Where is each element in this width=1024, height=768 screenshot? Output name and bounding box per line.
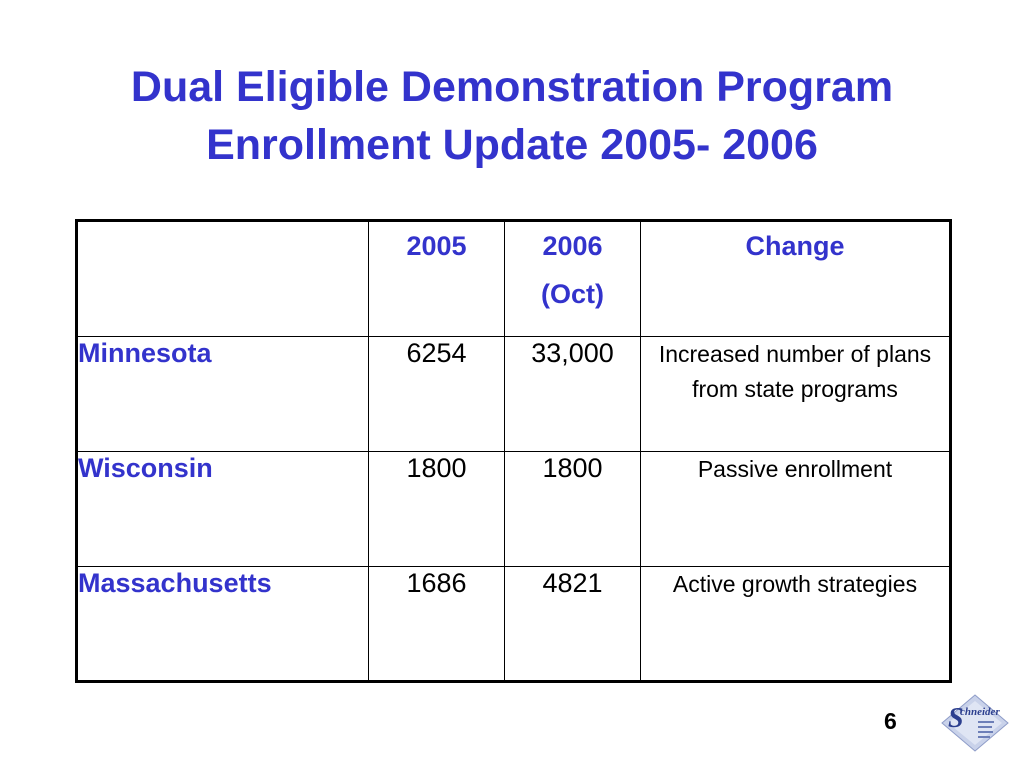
row-label: Massachusetts (76, 566, 369, 682)
enrollment-table: 2005 2006 (Oct) Change Minnesota 6254 33… (75, 219, 952, 683)
value-2005: 6254 (368, 336, 505, 452)
row-label: Wisconsin (76, 451, 369, 567)
table-row: Massachusetts 1686 4821 Active growth st… (76, 566, 951, 682)
value-2006: 33,000 (504, 336, 641, 452)
table-header-row: 2005 2006 (Oct) Change (76, 220, 951, 337)
logo-initial: S (948, 703, 964, 734)
logo-text: chneider (960, 706, 1000, 718)
row-label: Minnesota (76, 336, 369, 452)
change-note: Increased number of plans from state pro… (640, 336, 951, 452)
page-number: 6 (884, 708, 897, 734)
value-2006: 4821 (504, 566, 641, 682)
header-cell-empty (76, 220, 369, 337)
header-cell-2005: 2005 (368, 220, 505, 337)
schneider-institute-logo-icon: S chneider (941, 694, 1009, 752)
table-row: Minnesota 6254 33,000 Increased number o… (76, 336, 951, 452)
slide-title-line-1: Dual Eligible Demonstration Program (130, 63, 894, 111)
header-cell-change: Change (640, 220, 951, 337)
slide-title-line-2: Enrollment Update 2005- 2006 (206, 121, 818, 169)
slide-title: Dual Eligible Demonstration Program Enro… (0, 58, 1024, 174)
header-cell-2006-oct: 2006 (Oct) (504, 220, 641, 337)
value-2005: 1686 (368, 566, 505, 682)
table-row: Wisconsin 1800 1800 Passive enrollment (76, 451, 951, 567)
value-2005: 1800 (368, 451, 505, 567)
value-2006: 1800 (504, 451, 641, 567)
change-note: Active growth strategies (640, 566, 951, 682)
change-note: Passive enrollment (640, 451, 951, 567)
